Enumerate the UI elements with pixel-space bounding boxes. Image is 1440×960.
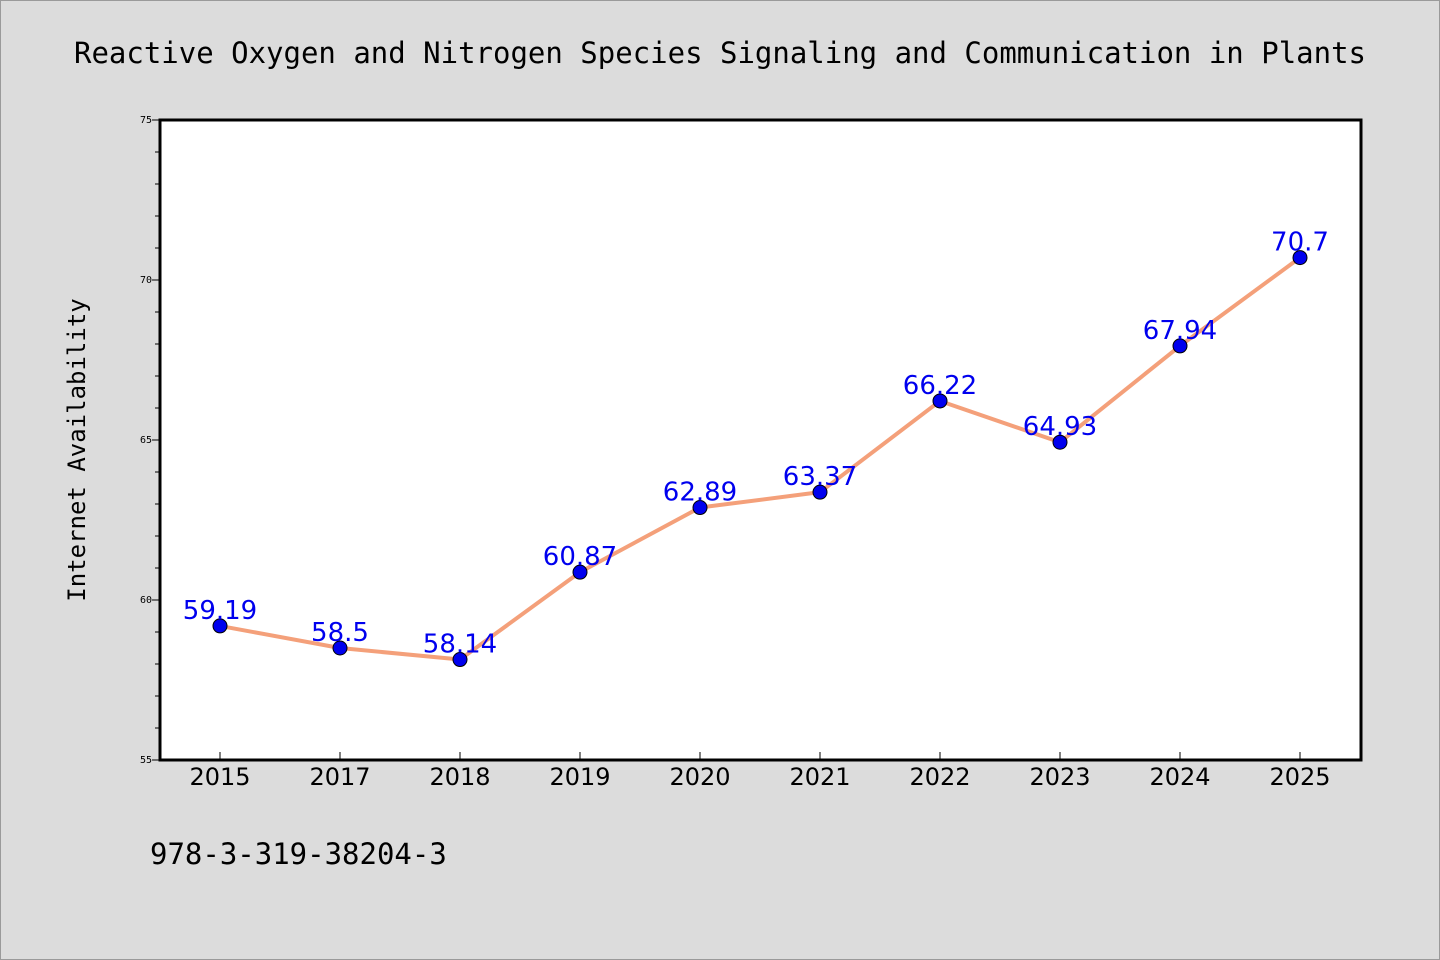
x-tick-label: 2018	[429, 763, 490, 791]
data-label: 66.22	[903, 371, 977, 401]
y-tick-label: 75	[140, 115, 152, 126]
x-tick-label: 2025	[1269, 763, 1330, 791]
data-point	[332, 640, 348, 656]
data-point	[212, 618, 228, 634]
y-tick-label: 60	[140, 595, 152, 606]
y-axis-label: Internet Availability	[63, 298, 91, 601]
data-label: 59.19	[183, 596, 257, 626]
x-tick-label: 2022	[909, 763, 970, 791]
data-point	[1292, 250, 1308, 266]
data-point	[572, 564, 588, 580]
data-point	[452, 652, 468, 668]
data-points	[212, 250, 1308, 668]
data-label: 58.5	[311, 618, 369, 648]
y-tick-label: 55	[140, 755, 152, 766]
x-tick-label: 2021	[789, 763, 850, 791]
data-labels: 59.19 58.5 58.14 60.87 62.89 63.37 66.22 64.93 6…	[183, 228, 1329, 660]
footer-isbn: 978-3-319-38204-3	[150, 837, 447, 871]
x-tick-label: 2023	[1029, 763, 1090, 791]
x-tick-label: 2020	[669, 763, 730, 791]
data-label: 67.94	[1143, 316, 1217, 346]
x-ticks: 2015 2017 2018 2019 2020 2021 2022 2023 2024 2025	[189, 752, 1331, 791]
y-ticks: 55 60 65 70 75	[140, 115, 160, 766]
data-label: 70.7	[1271, 228, 1329, 258]
data-point	[692, 500, 708, 516]
plot-border	[158, 118, 1363, 762]
plot-area	[160, 120, 1361, 760]
y-tick-label: 65	[140, 435, 152, 446]
data-label: 63.37	[783, 462, 857, 492]
data-point	[1052, 434, 1068, 450]
data-point	[932, 393, 948, 409]
series-line	[218, 255, 1302, 662]
y-tick-label: 70	[140, 275, 152, 286]
x-tick-label: 2019	[549, 763, 610, 791]
data-label: 58.14	[423, 630, 497, 660]
x-tick-label: 2017	[309, 763, 370, 791]
data-label: 62.89	[663, 478, 737, 508]
data-label: 64.93	[1023, 412, 1097, 442]
data-label: 60.87	[543, 542, 617, 572]
x-tick-label: 2015	[189, 763, 250, 791]
data-point	[1172, 338, 1188, 354]
data-point	[812, 484, 828, 500]
x-tick-label: 2024	[1149, 763, 1210, 791]
chart-title: Reactive Oxygen and Nitrogen Species Sig…	[74, 36, 1366, 70]
